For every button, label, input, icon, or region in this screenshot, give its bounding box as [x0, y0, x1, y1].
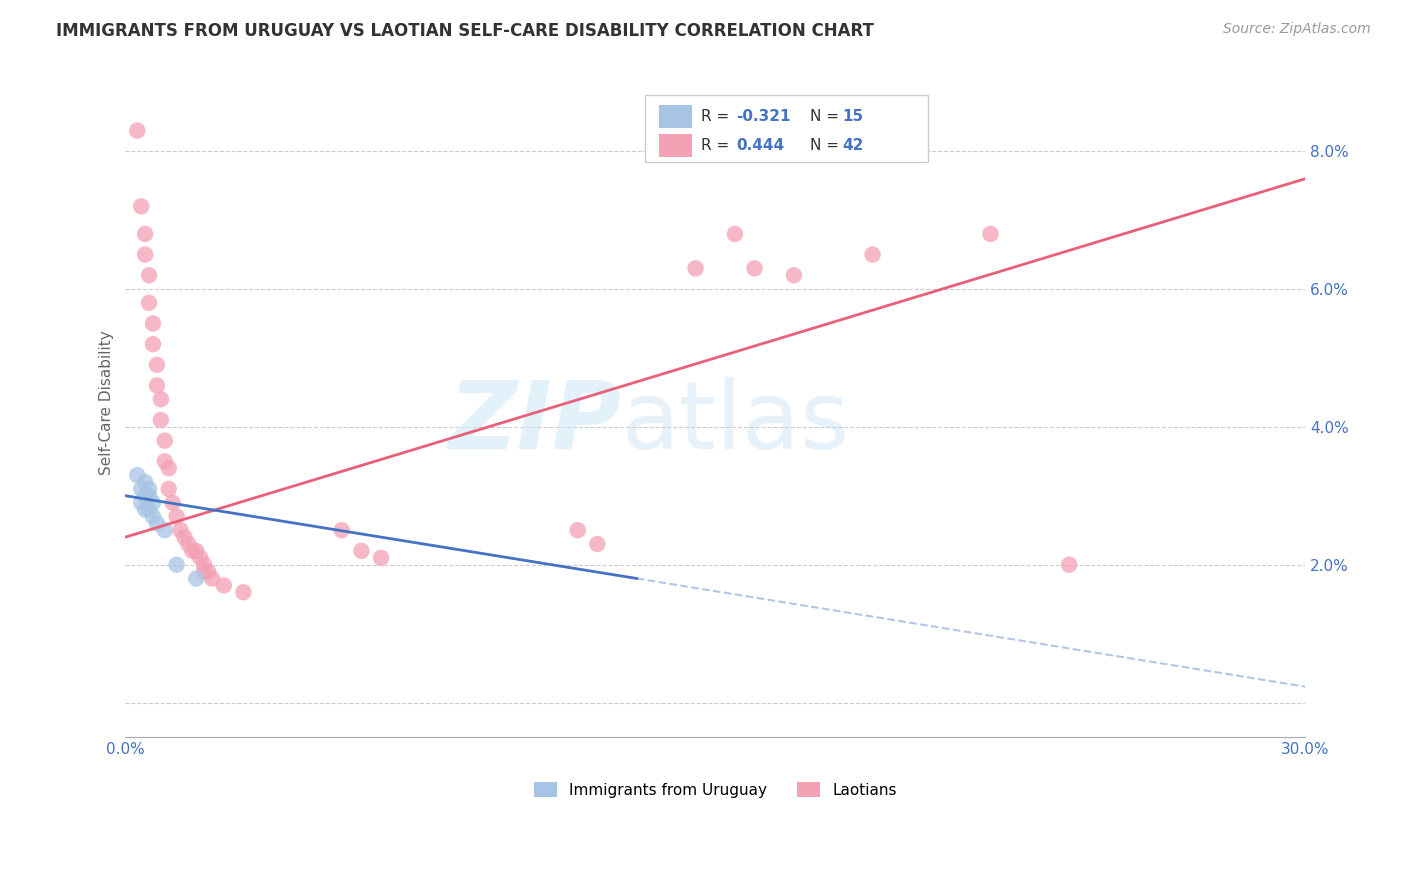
Point: [153, 434, 176, 448]
Point: [169, 523, 191, 537]
Point: [142, 337, 165, 351]
Text: atlas: atlas: [621, 376, 849, 469]
Point: [330, 523, 353, 537]
Text: R =: R =: [702, 109, 734, 124]
Point: [173, 530, 195, 544]
Point: [232, 585, 254, 599]
Text: R =: R =: [702, 138, 734, 153]
Point: [153, 454, 176, 468]
Point: [129, 199, 152, 213]
Point: [127, 468, 149, 483]
Text: 42: 42: [842, 138, 865, 153]
Point: [197, 565, 219, 579]
Point: [193, 565, 215, 579]
Text: -0.321: -0.321: [737, 109, 792, 124]
Point: [162, 496, 184, 510]
Point: [586, 537, 609, 551]
FancyBboxPatch shape: [658, 105, 692, 128]
Point: [1057, 558, 1080, 572]
FancyBboxPatch shape: [658, 134, 692, 157]
Text: Source: ZipAtlas.com: Source: ZipAtlas.com: [1223, 22, 1371, 37]
Point: [157, 461, 180, 475]
Point: [157, 482, 180, 496]
Text: N =: N =: [810, 109, 844, 124]
Point: [193, 558, 215, 572]
Point: [979, 227, 1001, 241]
Point: [153, 523, 176, 537]
Point: [127, 123, 149, 137]
Point: [134, 227, 156, 241]
Point: [186, 571, 208, 585]
Point: [724, 227, 747, 241]
Point: [744, 261, 766, 276]
Point: [149, 413, 172, 427]
Point: [201, 571, 224, 585]
Text: 15: 15: [842, 109, 863, 124]
Legend: Immigrants from Uruguay, Laotians: Immigrants from Uruguay, Laotians: [527, 775, 903, 804]
Point: [146, 378, 169, 392]
Point: [181, 544, 204, 558]
Point: [138, 489, 160, 503]
Point: [129, 482, 152, 496]
Point: [138, 268, 160, 283]
Point: [685, 261, 707, 276]
Y-axis label: Self-Care Disability: Self-Care Disability: [100, 330, 114, 475]
Point: [212, 578, 235, 592]
Text: 0.444: 0.444: [737, 138, 785, 153]
Point: [138, 502, 160, 516]
Point: [138, 295, 160, 310]
Bar: [644, 95, 928, 162]
Point: [350, 544, 373, 558]
Point: [142, 496, 165, 510]
Point: [138, 482, 160, 496]
Point: [134, 489, 156, 503]
Point: [146, 516, 169, 531]
Point: [783, 268, 806, 283]
Point: [142, 317, 165, 331]
Point: [134, 502, 156, 516]
Point: [149, 392, 172, 407]
Point: [142, 509, 165, 524]
Point: [166, 509, 188, 524]
Point: [188, 550, 211, 565]
Point: [862, 247, 884, 261]
Point: [134, 475, 156, 489]
Text: IMMIGRANTS FROM URUGUAY VS LAOTIAN SELF-CARE DISABILITY CORRELATION CHART: IMMIGRANTS FROM URUGUAY VS LAOTIAN SELF-…: [56, 22, 875, 40]
Point: [186, 544, 208, 558]
Text: ZIP: ZIP: [449, 376, 621, 469]
Point: [567, 523, 589, 537]
Point: [129, 496, 152, 510]
Point: [166, 558, 188, 572]
Point: [177, 537, 200, 551]
Point: [370, 550, 392, 565]
Point: [134, 247, 156, 261]
Point: [146, 358, 169, 372]
Text: N =: N =: [810, 138, 844, 153]
